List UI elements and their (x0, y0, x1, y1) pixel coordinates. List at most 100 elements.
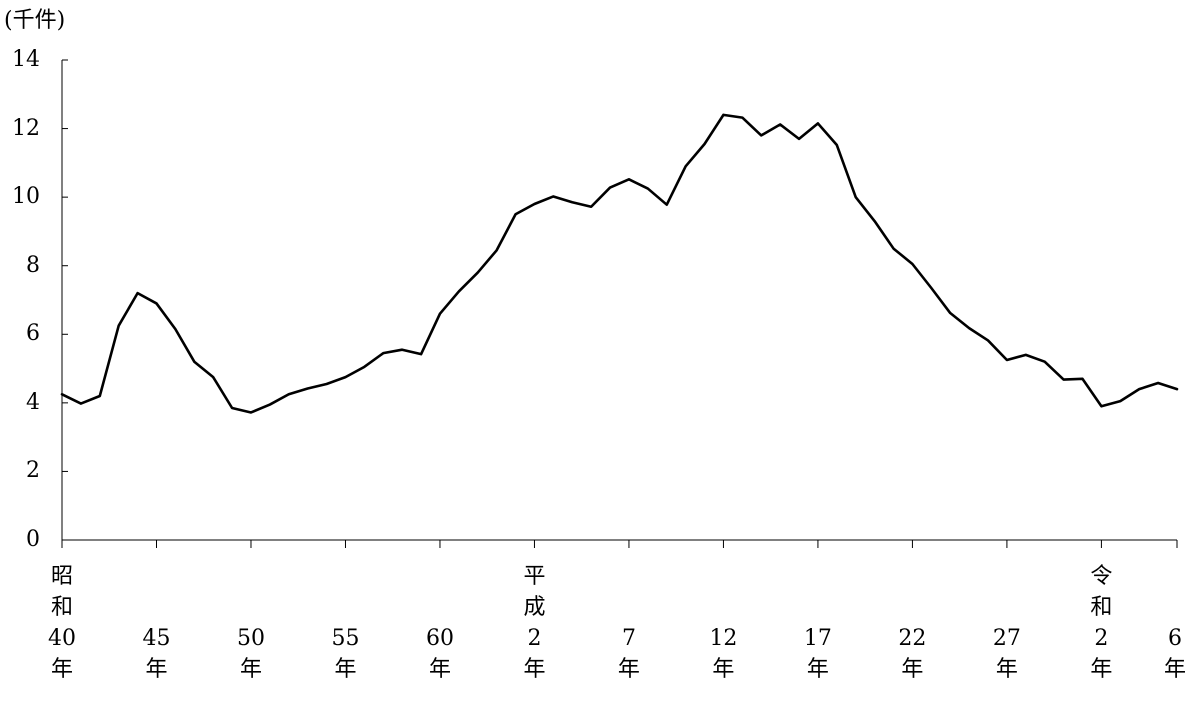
data-point (1100, 405, 1103, 408)
x-tick-label: 27 年 (977, 564, 1037, 688)
x-tick-label-part (1145, 595, 1192, 626)
y-tick-label: 0 (26, 527, 40, 552)
x-tick-label-part: 12 (709, 626, 738, 651)
x-tick-label-part (882, 595, 942, 626)
data-point (741, 116, 744, 119)
data-point (250, 411, 252, 414)
x-tick-label-part: 年 (523, 657, 546, 682)
chart-axes (61, 59, 1178, 548)
data-point (647, 187, 649, 190)
y-tick-label: 2 (26, 458, 40, 484)
x-tick-label-part (599, 564, 659, 595)
y-tick-label: 10 (12, 184, 40, 210)
x-tick-label-part (788, 564, 848, 595)
x-tick-label-part (410, 564, 470, 595)
x-tick-label-part: 55 (331, 626, 360, 651)
data-point (306, 387, 309, 390)
x-tick-label-part: 令 (1090, 564, 1113, 589)
x-tick-label-part: 昭 (50, 564, 73, 589)
x-tick-label-part: 年 (901, 657, 924, 682)
y-tick-label: 8 (26, 252, 40, 278)
data-point (911, 263, 914, 265)
x-tick-label-part: 年 (145, 657, 168, 682)
data-point (1062, 378, 1065, 381)
data-point (382, 352, 385, 354)
x-tick-label-part (1145, 564, 1192, 595)
x-tick-label-part: 和 (1090, 595, 1113, 620)
data-point (854, 196, 857, 198)
data-point (344, 376, 347, 378)
x-tick-label-part (977, 564, 1037, 595)
x-tick-label-part: 年 (806, 657, 829, 682)
data-point (287, 393, 290, 396)
x-tick-label: 55 年 (315, 564, 375, 688)
data-point (80, 402, 82, 405)
x-tick-label-part (221, 595, 281, 626)
x-tick-label-part (599, 595, 659, 626)
x-tick-label-part (315, 564, 375, 595)
data-point (1176, 388, 1178, 390)
x-tick-label-part: 年 (995, 657, 1018, 682)
x-tick-label-part: 27 (992, 626, 1021, 651)
data-point (439, 312, 441, 315)
data-point (892, 247, 895, 250)
x-tick-label-part: 年 (1163, 657, 1186, 682)
data-point (722, 114, 725, 116)
data-point (325, 383, 328, 385)
data-point (817, 122, 819, 125)
x-tick-label-part: 年 (239, 657, 262, 682)
x-tick-label-part (882, 564, 942, 595)
data-point (609, 186, 611, 189)
x-tick-label-part: 年 (334, 657, 357, 682)
data-point (363, 366, 366, 368)
y-axis-unit-label: (千件) (4, 8, 66, 33)
data-point (968, 327, 970, 329)
x-tick-label-part: 年 (428, 657, 451, 682)
x-tick-label-part: 年 (617, 657, 640, 682)
x-tick-label: 令和 2 年 (1071, 564, 1131, 688)
data-point (458, 290, 460, 293)
x-tick-label-part: 年 (50, 657, 73, 682)
data-point (155, 302, 158, 305)
data-point (590, 205, 592, 208)
data-point (552, 195, 555, 198)
x-tick-label: 45 年 (126, 564, 186, 688)
x-tick-label-part: 40 (48, 626, 76, 651)
x-tick-label-part (126, 595, 186, 626)
x-tick-label-part: 年 (712, 657, 735, 682)
data-point (117, 324, 120, 327)
data-point (231, 407, 233, 409)
data-point (987, 339, 989, 342)
data-point (873, 220, 876, 222)
x-tick-label-part: 60 (425, 626, 454, 651)
data-point (401, 348, 403, 351)
x-tick-label-part: 45 (142, 626, 171, 651)
data-point (495, 249, 498, 252)
x-tick-label: 平成 2 年 (504, 564, 564, 688)
y-tick-label: 4 (26, 389, 40, 415)
data-point (665, 203, 668, 206)
data-point (174, 328, 177, 330)
data-point (136, 292, 139, 294)
data-point (628, 178, 630, 181)
x-tick-label-part: 2 (527, 626, 542, 651)
data-point (930, 287, 933, 289)
data-point (514, 213, 517, 216)
x-tick-label: 12 年 (693, 564, 753, 688)
x-tick-label: 60 年 (410, 564, 470, 688)
x-tick-label-part: 22 (898, 626, 927, 651)
data-point (533, 203, 536, 205)
data-point (1119, 400, 1122, 402)
data-point (1081, 378, 1084, 380)
chart-series (60, 113, 1179, 414)
data-point (193, 360, 196, 363)
data-point (703, 143, 706, 145)
x-tick-label: 17 年 (788, 564, 848, 688)
data-point (949, 312, 952, 314)
data-point (798, 138, 800, 140)
data-point (1025, 354, 1027, 356)
x-tick-label-part: 和 (50, 595, 73, 620)
